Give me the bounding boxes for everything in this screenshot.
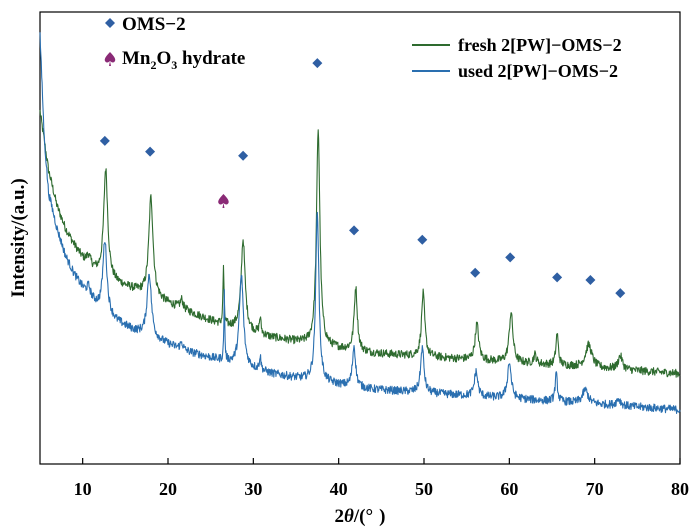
oms-diamond-marker (505, 252, 516, 263)
mn-spade-icon (104, 52, 116, 66)
oms-diamond-marker (99, 135, 110, 146)
peak-markers (99, 58, 626, 299)
legend-label-fresh: fresh 2[PW]−OMS−2 (458, 35, 622, 55)
oms-diamond-marker (615, 288, 626, 299)
x-tick-label: 50 (415, 479, 433, 499)
x-tick-label: 70 (586, 479, 604, 499)
oms-diamond-marker (145, 146, 156, 157)
oms-diamond-marker (552, 272, 563, 283)
oms-diamond-marker (585, 275, 596, 286)
series-line-fresh (39, 109, 681, 378)
x-axis-title: 2θ/(°) (335, 506, 386, 527)
traces (39, 32, 681, 414)
oms-diamond-marker (238, 150, 249, 161)
marker-legend-oms-label: OMS−2 (122, 14, 186, 35)
x-axis-ticks: 10 20 30 40 50 60 70 80 (74, 458, 689, 499)
x-tick-label: 20 (159, 479, 177, 499)
oms-diamond-marker (417, 234, 428, 245)
legend-label-used: used 2[PW]−OMS−2 (458, 61, 618, 81)
plot-frame (39, 11, 681, 465)
x-tick-label: 10 (74, 479, 92, 499)
x-tick-label: 40 (330, 479, 348, 499)
x-tick-label: 80 (671, 479, 689, 499)
series-legend: fresh 2[PW]−OMS−2 used 2[PW]−OMS−2 (412, 35, 622, 81)
y-axis-title: Intensity/(a.u.) (8, 178, 29, 297)
oms-diamond-marker (312, 58, 323, 69)
x-tick-label: 60 (500, 479, 518, 499)
marker-legend: OMS−2 Mn2O3 hydrate (104, 14, 245, 72)
series-line-used (39, 32, 681, 414)
marker-legend-mn-label: Mn2O3 hydrate (122, 48, 245, 72)
oms-diamond-icon (105, 18, 115, 28)
mn-spade-marker (218, 194, 229, 209)
oms-diamond-marker (349, 225, 360, 236)
oms-diamond-marker (470, 267, 481, 278)
x-tick-label: 30 (244, 479, 262, 499)
